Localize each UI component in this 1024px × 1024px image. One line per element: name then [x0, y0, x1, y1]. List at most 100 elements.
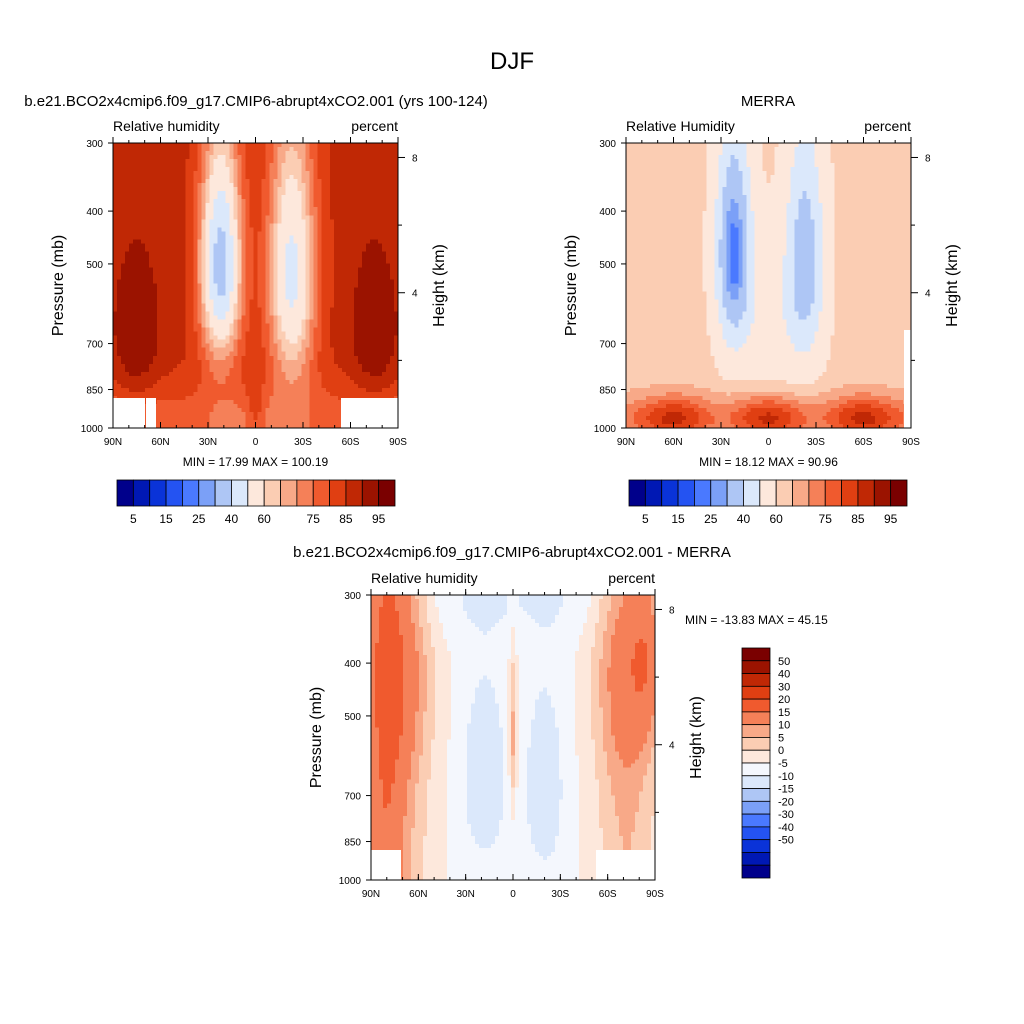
- field-cell: [133, 360, 138, 365]
- field-cell: [334, 296, 339, 301]
- field-cell: [382, 143, 387, 148]
- field-cell: [169, 211, 174, 216]
- field-cell: [326, 215, 331, 220]
- field-cell: [266, 288, 271, 293]
- field-cell: [378, 271, 383, 276]
- field-cell: [378, 352, 383, 357]
- field-cell: [205, 163, 210, 168]
- field-cell: [390, 275, 395, 280]
- field-cell: [298, 388, 303, 393]
- field-cell: [249, 267, 254, 272]
- field-cell: [298, 368, 303, 373]
- field-cell: [338, 279, 343, 284]
- field-cell: [330, 235, 335, 240]
- field-cell: [129, 376, 134, 381]
- field-cell: [302, 227, 307, 232]
- field-cell: [117, 219, 122, 224]
- field-cell: [382, 195, 387, 200]
- field-cell: [282, 235, 287, 240]
- field-cell: [209, 159, 214, 164]
- field-cell: [386, 360, 391, 365]
- field-cell: [330, 304, 335, 309]
- field-cell: [326, 219, 331, 224]
- field-cell: [185, 340, 190, 345]
- field-cell: [209, 392, 214, 397]
- field-cell: [334, 376, 339, 381]
- field-cell: [306, 155, 311, 160]
- field-cell: [161, 376, 166, 381]
- field-cell: [390, 304, 395, 309]
- field-cell: [390, 328, 395, 333]
- field-cell: [165, 340, 170, 345]
- field-cell: [366, 360, 371, 365]
- field-cell: [290, 328, 295, 333]
- field-cell: [245, 384, 250, 389]
- field-cell: [318, 195, 323, 200]
- field-cell: [229, 332, 234, 337]
- field-cell: [229, 400, 234, 405]
- field-cell: [181, 324, 186, 329]
- field-cell: [266, 400, 271, 405]
- field-cell: [133, 155, 138, 160]
- field-cell: [342, 288, 347, 293]
- field-cell: [382, 380, 387, 385]
- field-cell: [245, 275, 250, 280]
- field-cell: [213, 384, 218, 389]
- field-cell: [121, 171, 126, 176]
- field-cell: [229, 271, 234, 276]
- field-cell: [318, 243, 323, 248]
- field-cell: [165, 179, 170, 184]
- field-cell: [133, 312, 138, 317]
- field-cell: [205, 392, 210, 397]
- field-cell: [258, 191, 263, 196]
- field-cell: [330, 380, 335, 385]
- field-cell: [201, 304, 206, 309]
- field-cell: [310, 271, 315, 276]
- field-cell: [121, 231, 126, 236]
- field-cell: [302, 275, 307, 280]
- field-cell: [338, 255, 343, 260]
- field-cell: [225, 368, 230, 373]
- field-cell: [253, 356, 258, 361]
- field-cell: [209, 263, 214, 268]
- field-cell: [205, 356, 210, 361]
- field-cell: [201, 320, 206, 325]
- field-cell: [310, 348, 315, 353]
- field-cell: [129, 207, 134, 212]
- field-cell: [217, 396, 222, 401]
- field-cell: [314, 288, 319, 293]
- field-cell: [374, 360, 379, 365]
- field-cell: [133, 271, 138, 276]
- field-cell: [173, 207, 178, 212]
- field-cell: [338, 352, 343, 357]
- field-cell: [314, 151, 319, 156]
- field-cell: [121, 296, 126, 301]
- field-cell: [266, 147, 271, 152]
- field-cell: [173, 203, 178, 208]
- field-cell: [386, 159, 391, 164]
- field-cell: [262, 195, 267, 200]
- field-cell: [346, 320, 351, 325]
- field-cell: [237, 251, 242, 256]
- field-cell: [189, 271, 194, 276]
- field-cell: [157, 300, 162, 305]
- field-cell: [298, 147, 303, 152]
- field-cell: [266, 408, 271, 413]
- field-cell: [245, 195, 250, 200]
- field-cell: [221, 203, 226, 208]
- field-cell: [314, 308, 319, 313]
- field-cell: [262, 251, 267, 256]
- field-cell: [370, 372, 375, 377]
- field-cell: [149, 312, 154, 317]
- field-cell: [121, 308, 126, 313]
- field-cell: [294, 155, 299, 160]
- field-cell: [334, 255, 339, 260]
- field-cell: [298, 251, 303, 256]
- field-cell: [382, 207, 387, 212]
- field-cell: [197, 352, 202, 357]
- field-cell: [241, 227, 246, 232]
- field-cell: [266, 227, 271, 232]
- field-cell: [362, 159, 367, 164]
- field-cell: [334, 143, 339, 148]
- field-cell: [133, 304, 138, 309]
